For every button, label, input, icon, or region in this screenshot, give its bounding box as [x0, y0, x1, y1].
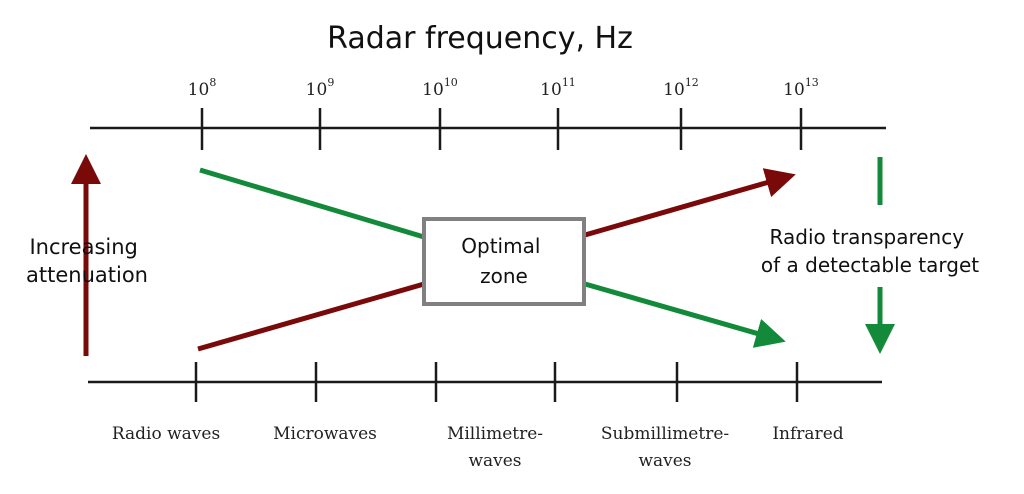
band-ticks [194, 362, 799, 402]
band-labels: Radio waves Microwaves Millimetre-waves Sub… [112, 424, 844, 471]
radio-transparency-label: Radio transparency of a detectable targe… [761, 225, 979, 277]
frequency-tick-label: 109 [306, 76, 335, 100]
diagram-title: Radar frequency, Hz [327, 21, 633, 56]
increasing-attenuation-line: attenuation [26, 263, 148, 287]
band-label: Microwaves [273, 424, 377, 444]
increasing-attenuation-line: Increasing [29, 235, 137, 259]
frequency-tick-label: 1010 [422, 76, 458, 100]
frequency-tick-label: 108 [188, 76, 217, 100]
transparency-falling-arrow-lower [584, 281, 786, 348]
radio-transparency-line: of a detectable target [761, 253, 979, 277]
band-label: Infrared [772, 424, 843, 444]
frequency-tick-label: 1012 [663, 76, 699, 100]
frequency-tick-label: 1011 [540, 76, 576, 100]
radio-transparency-line: Radio transparency [770, 225, 965, 249]
frequency-ticks: 108 109 1010 1011 1012 1013 [188, 76, 819, 150]
band-label: Radio waves [112, 424, 220, 444]
optimal-zone-label: Optimal zone [461, 234, 547, 288]
optimal-zone-line: Optimal [461, 234, 540, 258]
attenuation-rising-arrow-upper [584, 168, 796, 238]
increasing-attenuation-label: Increasing attenuation [26, 235, 148, 287]
frequency-tick-label: 1013 [783, 76, 819, 100]
optimal-zone-box [422, 217, 586, 306]
transparency-falling-line-upper [199, 167, 425, 240]
band-label: Millimetre-waves [447, 424, 543, 471]
band-label: Submillimetre-waves [601, 424, 729, 471]
attenuation-rising-line-lower [197, 281, 425, 352]
optimal-zone-line: zone [480, 264, 528, 288]
